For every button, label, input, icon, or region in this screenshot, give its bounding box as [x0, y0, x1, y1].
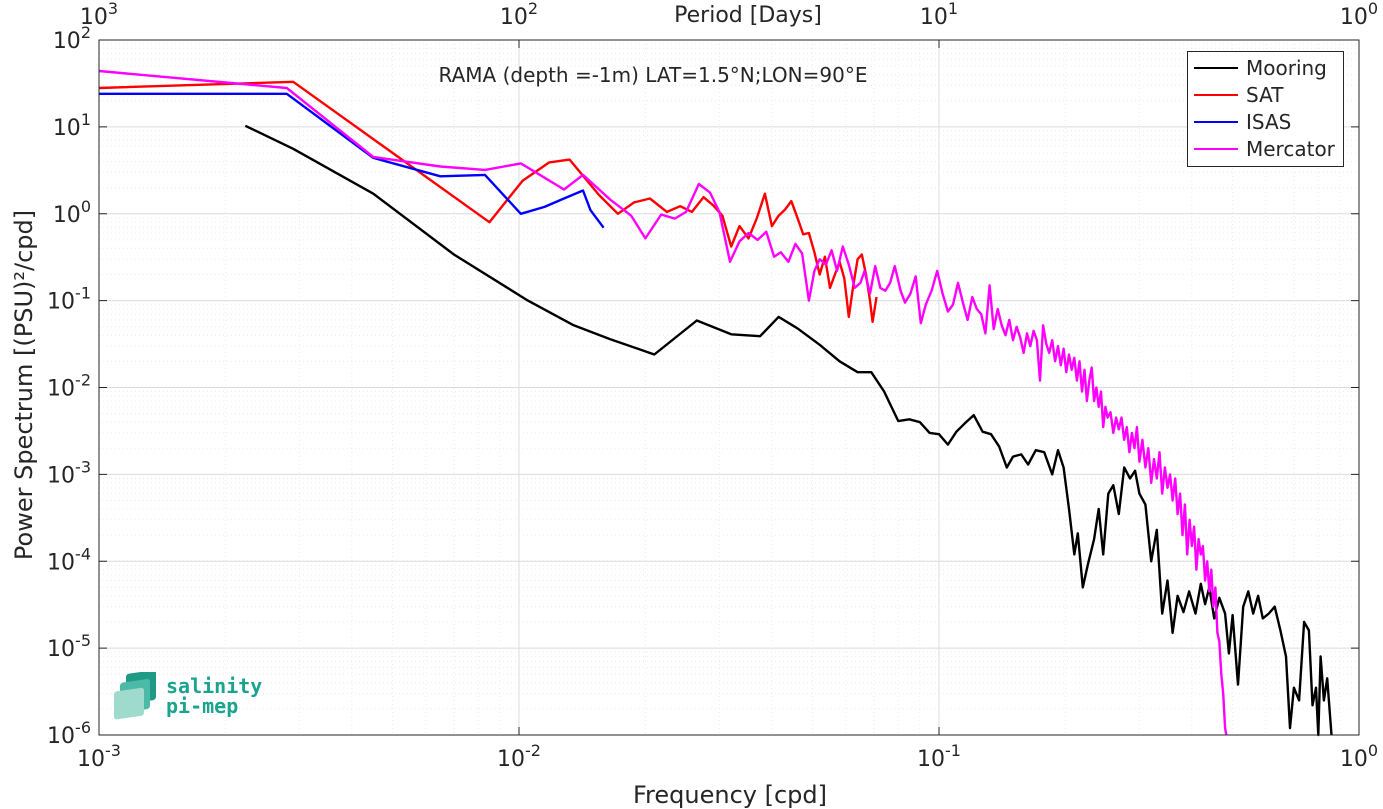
legend-swatch-mercator — [1194, 147, 1238, 151]
y-tick-label: 10-3 — [47, 457, 91, 488]
series-line-mooring — [244, 124, 1333, 737]
y-tick-label: 101 — [53, 110, 91, 141]
x-tick-label: 100 — [1340, 741, 1378, 772]
logo-wave-icon — [114, 672, 156, 720]
legend-label-sat: SAT — [1246, 83, 1284, 107]
legend-swatch-sat — [1194, 93, 1238, 97]
y-tick-label: 100 — [53, 197, 91, 228]
x-tick-label: 10-3 — [77, 741, 121, 772]
legend-swatch-isas — [1194, 120, 1238, 124]
legend-swatch-mooring — [1194, 66, 1238, 70]
x-tick-label: 10-1 — [917, 741, 961, 772]
logo-text-pi-mep: pi-mep — [166, 694, 239, 718]
grid — [98, 40, 1359, 736]
top-tick-label: 103 — [80, 0, 118, 30]
y-tick-label: 10-1 — [47, 284, 91, 315]
series-lines — [98, 69, 1333, 737]
top-tick-label: 100 — [1340, 0, 1378, 30]
logo-text-salinity: salinity — [166, 674, 263, 698]
top-axis-label: Period [Days] — [674, 3, 822, 28]
y-tick-label: 102 — [53, 23, 91, 54]
top-tick-label: 101 — [920, 0, 958, 30]
y-tick-label: 10-2 — [47, 371, 91, 402]
legend-label-mooring: Mooring — [1246, 56, 1327, 80]
top-tick-label: 102 — [500, 0, 538, 30]
legend-item-mooring: Mooring — [1194, 56, 1327, 80]
y-tick-label: 10-5 — [47, 631, 91, 662]
x-tick-label: 10-2 — [497, 741, 541, 772]
x-axis-label: Frequency [cpd] — [633, 781, 827, 809]
legend-label-isas: ISAS — [1246, 110, 1292, 134]
series-line-isas — [99, 92, 605, 229]
legend-label-mercator: Mercator — [1246, 137, 1335, 161]
series-line-sat — [98, 80, 878, 323]
y-tick-label: 10-6 — [47, 718, 91, 749]
legend-item-mercator: Mercator — [1194, 137, 1335, 161]
legend: Mooring SAT ISAS Mercator — [1187, 51, 1344, 167]
series-line-mercator — [98, 69, 1228, 736]
legend-item-isas: ISAS — [1194, 110, 1291, 134]
salinity-pi-mep-logo: salinity pi-mep — [112, 672, 262, 724]
y-axis-label: Power Spectrum [(PSU)²/cpd] — [10, 210, 38, 560]
chart-title: RAMA (depth =-1m) LAT=1.5°N;LON=90°E — [439, 63, 868, 87]
legend-item-sat: SAT — [1194, 83, 1283, 107]
y-tick-label: 10-4 — [47, 544, 91, 575]
